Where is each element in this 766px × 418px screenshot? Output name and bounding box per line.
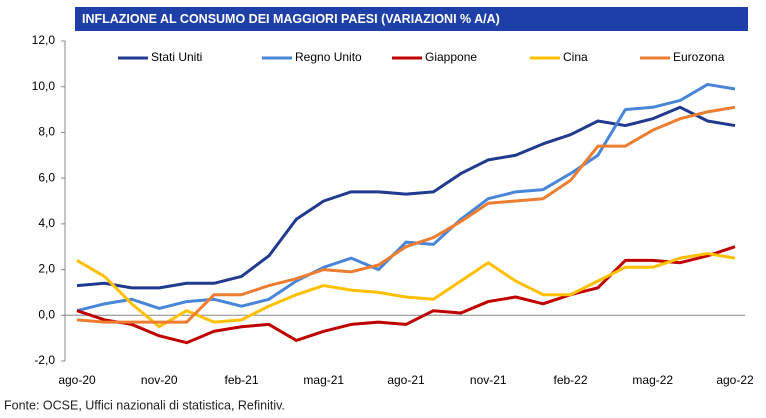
legend-label: Eurozona <box>673 50 725 64</box>
legend-label: Stati Uniti <box>151 50 202 64</box>
y-tick-label: 6,0 <box>38 170 55 184</box>
y-tick-label: 10,0 <box>32 79 56 93</box>
x-tick-label: mag-22 <box>632 373 673 387</box>
x-tick-label: ago-20 <box>58 373 96 387</box>
series-line <box>76 105 736 290</box>
y-tick-label: 2,0 <box>38 262 55 276</box>
x-tick-label: ago-22 <box>716 373 754 387</box>
x-tick-label: nov-20 <box>141 373 178 387</box>
y-tick-label: 0,0 <box>38 307 55 321</box>
x-tick-label: feb-21 <box>224 373 258 387</box>
series-line <box>76 245 736 345</box>
y-tick-label: 12,0 <box>32 33 56 47</box>
x-tick-label: ago-21 <box>387 373 425 387</box>
x-tick-label: nov-21 <box>470 373 507 387</box>
y-tick-label: 8,0 <box>38 125 55 139</box>
series-line <box>76 82 736 313</box>
legend-label: Giappone <box>425 50 477 64</box>
series-line <box>76 105 736 324</box>
x-tick-label: feb-22 <box>553 373 587 387</box>
y-tick-label: 4,0 <box>38 216 55 230</box>
legend-label: Regno Unito <box>295 50 362 64</box>
series-line <box>76 252 736 329</box>
chart-title: INFLAZIONE AL CONSUMO DEI MAGGIORI PAESI… <box>82 12 500 26</box>
legend-label: Cina <box>563 50 588 64</box>
title-banner <box>75 7 748 31</box>
x-tick-label: mag-21 <box>303 373 344 387</box>
source-note: Fonte: OCSE, Uffici nazionali di statist… <box>4 398 285 412</box>
y-tick-label: -2,0 <box>34 353 55 367</box>
